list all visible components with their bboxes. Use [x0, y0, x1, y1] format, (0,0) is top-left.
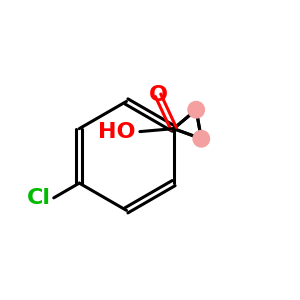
- Text: O: O: [148, 85, 168, 105]
- Circle shape: [193, 130, 209, 147]
- Text: HO: HO: [98, 122, 136, 142]
- Circle shape: [188, 101, 204, 118]
- Text: Cl: Cl: [27, 188, 51, 208]
